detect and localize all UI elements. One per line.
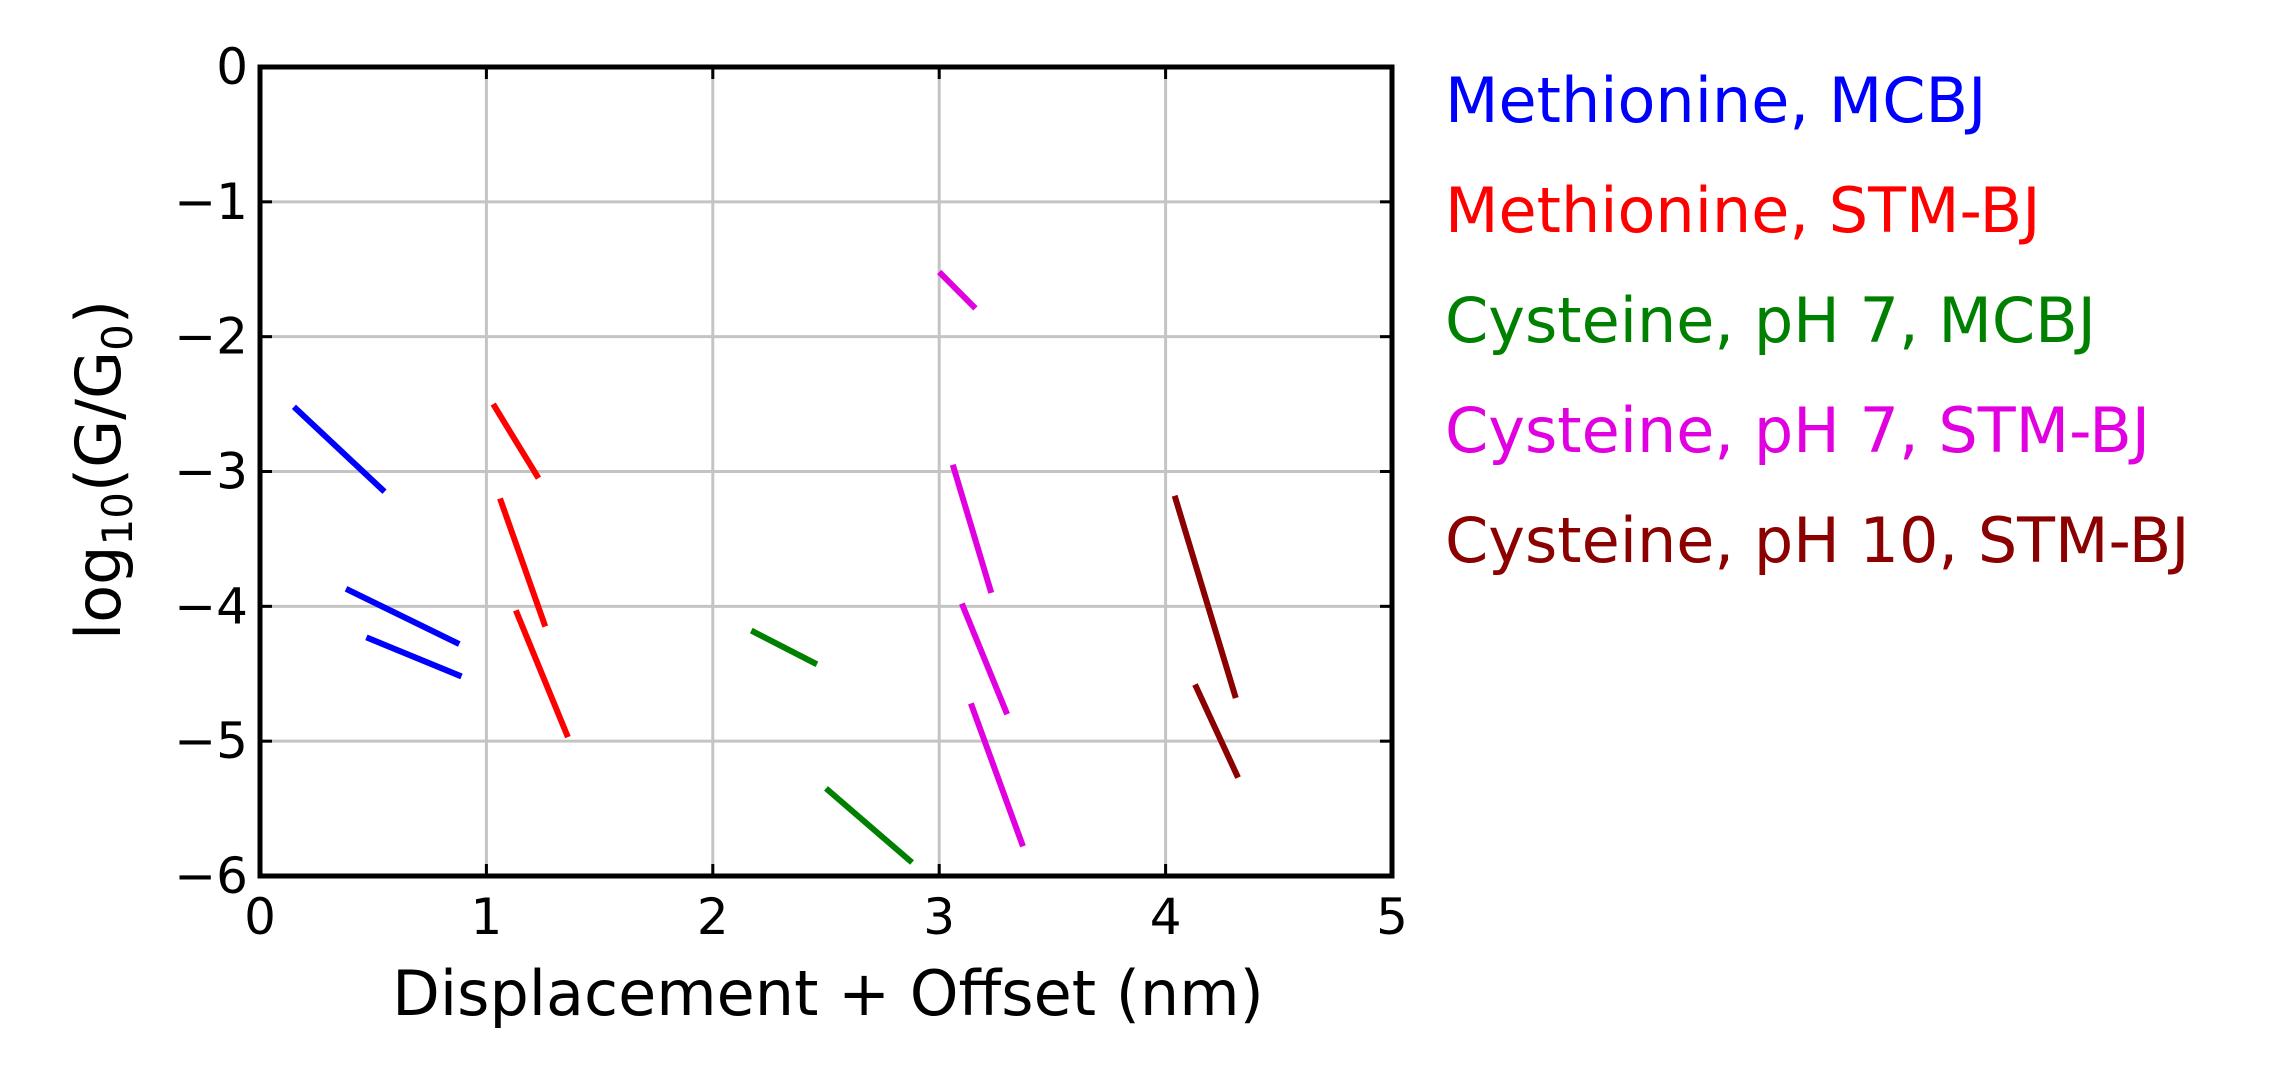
x-tick-label-2: 2 (697, 888, 729, 946)
y-tick-label-3: −3 (174, 443, 248, 501)
x-tick-label-3: 3 (923, 888, 955, 946)
y-axis-label: log10(G/G0) (62, 300, 142, 640)
legend-entry-2: Cysteine, pH 7, MCBJ (1445, 284, 2096, 357)
series-1-segment-0 (490, 402, 542, 480)
series-1-segment-2 (513, 609, 571, 739)
series-0-segment-0 (291, 404, 387, 494)
x-tick-label-0: 0 (244, 888, 276, 946)
series-layer (291, 269, 1241, 865)
tick-labels: 0 1 2 3 4 5 0 −1 −2 −3 −4 −5 −6 (174, 38, 1408, 946)
y-axis-label-main: log (62, 546, 135, 641)
x-tick-label-5: 5 (1376, 888, 1408, 946)
y-tick-label-0: 0 (216, 38, 248, 96)
series-3-segment-2 (959, 602, 1010, 716)
y-tick-label-6: −6 (174, 847, 248, 905)
legend-entry-3: Cysteine, pH 7, STM-BJ (1445, 394, 2150, 467)
series-4 (1171, 494, 1241, 779)
legend-entry-1: Methionine, STM-BJ (1445, 174, 2040, 247)
legend-entry-0: Methionine, MCBJ (1445, 64, 1986, 137)
y-tick-label-2: −2 (174, 308, 248, 366)
series-3-segment-1 (949, 463, 995, 594)
series-2 (749, 627, 914, 865)
y-tick-label-1: −1 (174, 173, 248, 231)
series-0 (291, 404, 463, 680)
series-1 (490, 402, 571, 739)
y-tick-label-5: −5 (174, 712, 248, 770)
grid (260, 67, 1392, 876)
ticks (258, 65, 1394, 878)
y-axis-label-tail: (G/G (62, 351, 135, 492)
legend-entry-4: Cysteine, pH 10, STM-BJ (1445, 504, 2190, 577)
x-tick-label-1: 1 (470, 888, 502, 946)
series-4-segment-1 (1192, 683, 1241, 779)
series-3-segment-3 (968, 702, 1026, 848)
series-2-segment-1 (824, 786, 914, 865)
x-tick-label-4: 4 (1150, 888, 1182, 946)
y-tick-label-4: −4 (174, 577, 248, 635)
series-0-segment-2 (365, 634, 463, 680)
x-axis-label: Displacement + Offset (nm) (392, 957, 1264, 1030)
y-axis-label-end: ) (62, 300, 135, 324)
series-0-segment-1 (344, 586, 461, 647)
series-2-segment-0 (749, 627, 819, 667)
y-axis-label-subscript-2: 0 (93, 324, 142, 351)
series-3 (937, 269, 1026, 848)
series-3-segment-0 (937, 269, 978, 311)
series-1-segment-1 (497, 497, 549, 628)
legend: Methionine, MCBJ Methionine, STM-BJ Cystei… (1445, 64, 2190, 577)
series-4-segment-0 (1171, 494, 1239, 699)
y-axis-label-subscript: 10 (93, 492, 142, 545)
